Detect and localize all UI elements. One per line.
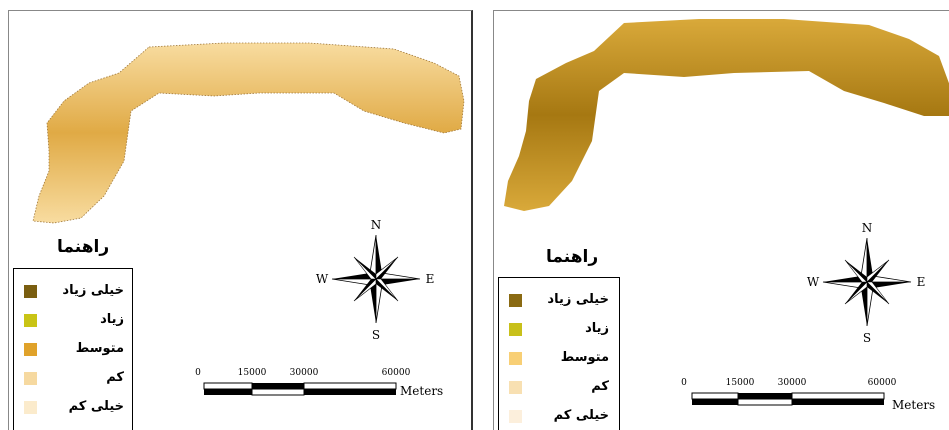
compass-w: W: [807, 275, 820, 289]
legend-swatch: [24, 401, 37, 414]
map-panel-left: N S E W 0 15000 30000 60000 Meters راهنم…: [8, 10, 473, 430]
compass-s: S: [372, 328, 380, 342]
scale-tick-2: 30000: [290, 368, 319, 378]
study-area-region: [32, 42, 465, 224]
legend-swatch: [24, 314, 37, 327]
legend-swatch: [509, 323, 522, 336]
legend-label: کم: [106, 370, 124, 385]
map-panel-right: N S E W 0 15000 30000 60000 Meters راهنم…: [493, 10, 949, 430]
legend-swatch: [509, 410, 522, 423]
scale-bar: 0 15000 30000 60000 Meters: [195, 368, 443, 398]
compass-rose: N S E W: [807, 221, 926, 345]
legend-item: خیلی زیاد: [499, 292, 619, 314]
compass-w: W: [316, 272, 329, 286]
scale-tick-0: 0: [681, 378, 687, 388]
legend-swatch: [24, 372, 37, 385]
legend-swatch: [24, 285, 37, 298]
legend-item: متوسط: [14, 341, 132, 363]
map-canvas-left: N S E W 0 15000 30000 60000 Meters: [32, 42, 465, 398]
legend-label: خیلی زیاد: [62, 283, 124, 298]
legend-title: راهنما: [546, 247, 599, 267]
scale-unit: Meters: [400, 384, 443, 398]
legend-swatch: [509, 352, 522, 365]
compass-e: E: [917, 275, 926, 289]
compass-s: S: [863, 331, 871, 345]
scale-tick-0: 0: [195, 368, 201, 378]
legend-label: خیلی زیاد: [547, 292, 609, 307]
scale-tick-3: 60000: [868, 378, 897, 388]
legend-label: خیلی کم: [553, 408, 609, 423]
legend-item: خیلی کم: [499, 408, 619, 430]
legend-label: کم: [591, 379, 609, 394]
legend-item: کم: [14, 370, 132, 392]
legend-label: متوسط: [560, 350, 609, 365]
legend-label: زیاد: [100, 312, 124, 327]
study-area-region: [504, 19, 949, 211]
scale-bar: 0 15000 30000 60000 Meters: [681, 378, 935, 412]
scale-tick-3: 60000: [382, 368, 411, 378]
legend-label: خیلی کم: [68, 399, 124, 414]
compass-rose: N S E W: [316, 218, 435, 342]
legend-item: خیلی کم: [14, 399, 132, 421]
legend-item: زیاد: [499, 321, 619, 343]
legend-box: خیلی زیاد زیاد متوسط کم خیلی کم: [13, 268, 133, 430]
legend-title: راهنما: [57, 237, 110, 257]
scale-unit: Meters: [892, 398, 935, 412]
legend-item: خیلی زیاد: [14, 283, 132, 305]
map-canvas-right: N S E W 0 15000 30000 60000 Meters: [504, 19, 949, 412]
legend-item: متوسط: [499, 350, 619, 372]
scale-tick-1: 15000: [726, 378, 755, 388]
legend-item: زیاد: [14, 312, 132, 334]
legend-label: زیاد: [585, 321, 609, 336]
scale-tick-2: 30000: [778, 378, 807, 388]
compass-n: N: [862, 221, 873, 235]
legend-swatch: [509, 381, 522, 394]
legend-label: متوسط: [75, 341, 124, 356]
legend-swatch: [509, 294, 522, 307]
compass-n: N: [371, 218, 382, 232]
legend-box: خیلی زیاد زیاد متوسط کم خیلی کم: [498, 277, 620, 430]
legend-item: کم: [499, 379, 619, 401]
compass-e: E: [426, 272, 435, 286]
legend-swatch: [24, 343, 37, 356]
scale-tick-1: 15000: [238, 368, 267, 378]
